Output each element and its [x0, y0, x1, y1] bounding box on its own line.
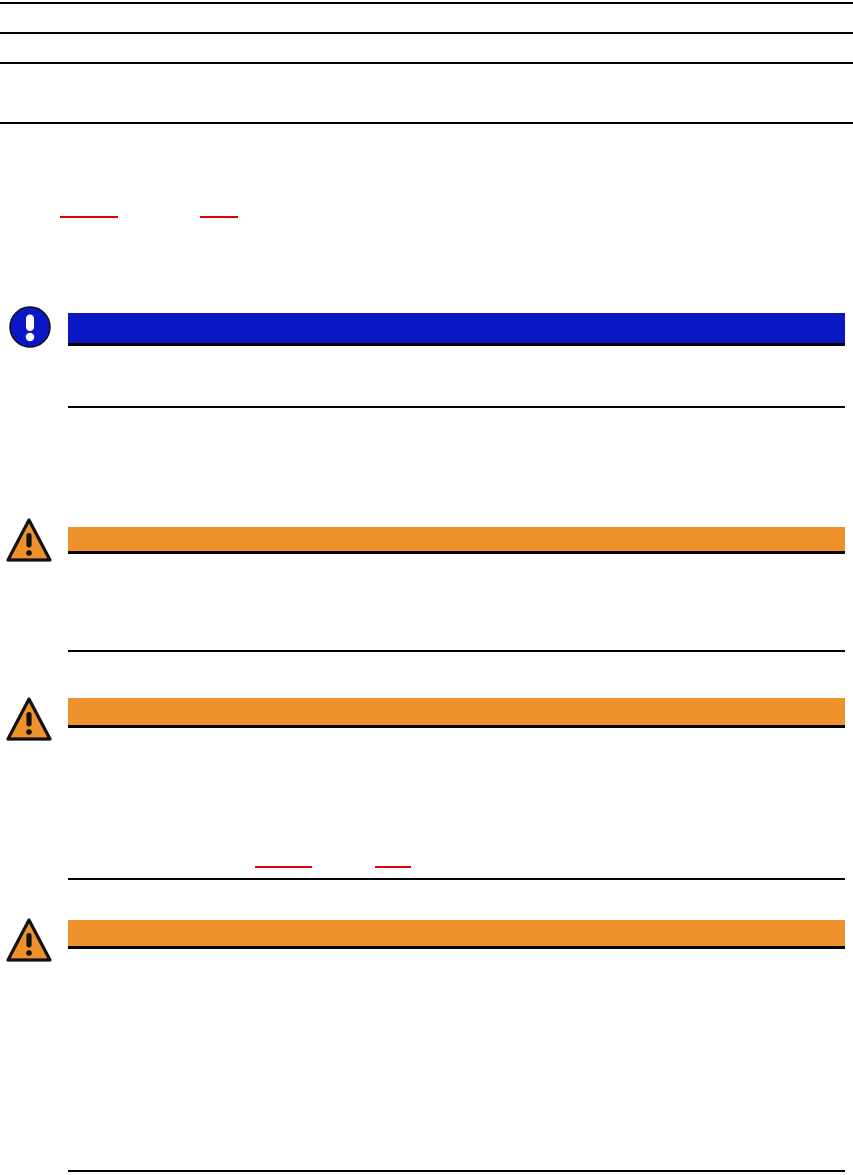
table-rule-1	[0, 32, 853, 34]
xref-link-3[interactable]	[255, 866, 312, 868]
notice-separator-rule	[68, 406, 845, 408]
xref-link-2[interactable]	[200, 216, 238, 218]
warning-triangle-exclamation-icon	[6, 697, 52, 747]
warning-triangle-exclamation-icon	[6, 518, 52, 568]
table-rule-bottom	[0, 122, 853, 124]
warning-1-separator-rule	[68, 650, 845, 652]
warning-triangle-exclamation-icon	[6, 918, 52, 968]
table-rule-2	[0, 62, 853, 64]
xref-link-4[interactable]	[375, 866, 411, 868]
warning-2-separator-rule	[68, 878, 845, 880]
xref-link-1[interactable]	[60, 216, 118, 218]
warning-3-banner	[68, 920, 845, 949]
table-rule-top	[0, 2, 853, 4]
warning-2-banner	[68, 698, 845, 728]
warning-3-separator-rule	[68, 1170, 845, 1172]
notice-circle-exclamation-icon	[9, 306, 51, 353]
warning-1-banner	[68, 527, 845, 554]
notice-banner	[68, 313, 845, 346]
